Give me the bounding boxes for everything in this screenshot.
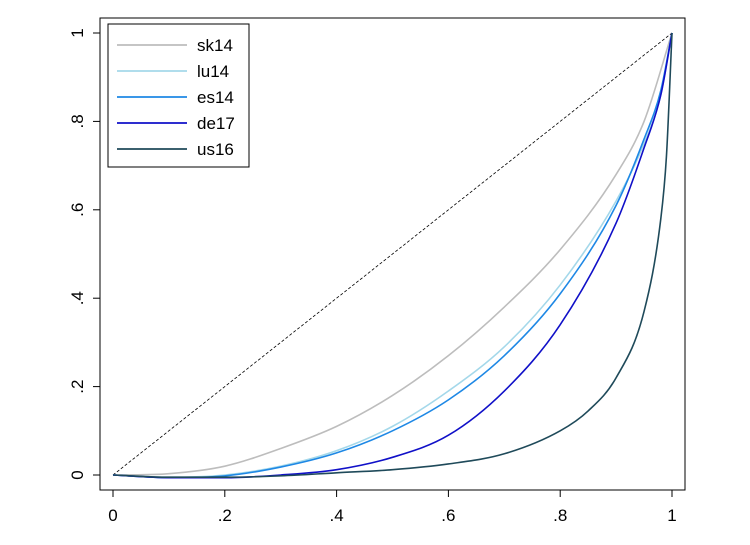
y-tick-label: .4 (68, 291, 87, 305)
series-line-sk14 (112, 32, 673, 476)
legend-label-sk14: sk14 (197, 36, 233, 55)
y-tick-label: .2 (68, 380, 87, 394)
y-tick-label: 1 (68, 28, 87, 37)
legend-label-de17: de17 (197, 114, 235, 133)
legend-box (107, 23, 250, 168)
legend-label-lu14: lu14 (197, 62, 229, 81)
equality-reference-line (112, 32, 673, 476)
x-tick-label: 1 (667, 506, 676, 525)
y-tick-label: .8 (68, 114, 87, 128)
x-axis: 0 .2 .4 .6 .8 1 (108, 490, 677, 525)
series-line-lu14 (112, 32, 673, 479)
x-tick-label: .6 (441, 506, 455, 525)
y-tick-label: 0 (68, 470, 87, 479)
x-tick-label: .2 (218, 506, 232, 525)
legend-label-es14: es14 (197, 88, 234, 107)
y-axis: 0 .2 .4 .6 .8 1 (68, 28, 100, 480)
series-layer (112, 32, 673, 479)
x-tick-label: .4 (330, 506, 344, 525)
legend-label-us16: us16 (197, 140, 234, 159)
reference-layer (112, 32, 673, 476)
x-tick-label: 0 (108, 506, 117, 525)
series-line-es14 (112, 32, 673, 479)
series-line-us16 (112, 32, 673, 479)
y-tick-label: .6 (68, 203, 87, 217)
x-tick-label: .8 (553, 506, 567, 525)
legend: sk14 lu14 es14 de17 us16 (107, 23, 250, 168)
